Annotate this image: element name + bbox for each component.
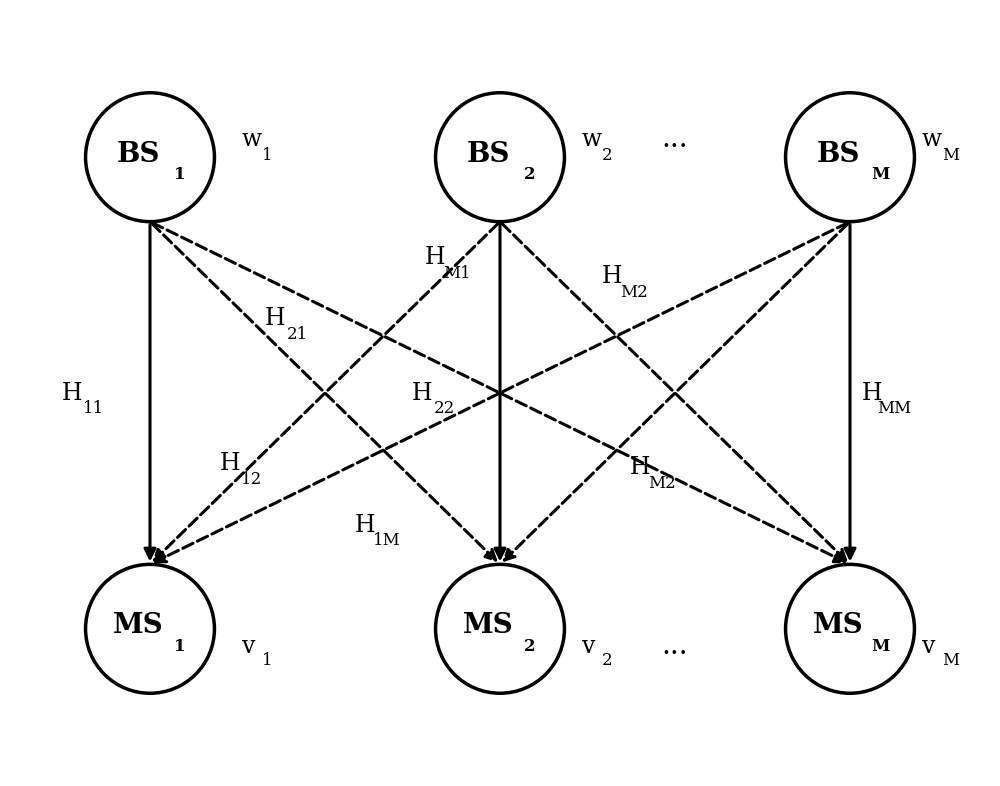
Text: 1M: 1M <box>373 532 401 549</box>
Text: H: H <box>862 381 882 405</box>
Text: 2: 2 <box>524 166 536 183</box>
Text: ...: ... <box>662 633 688 659</box>
Text: BS: BS <box>116 141 160 167</box>
Text: w: w <box>242 128 262 152</box>
Text: 1: 1 <box>262 652 273 669</box>
Text: ...: ... <box>662 127 688 153</box>
Text: H: H <box>630 456 650 479</box>
Text: M: M <box>871 166 889 183</box>
Text: M1: M1 <box>443 265 471 282</box>
Text: v: v <box>922 634 936 658</box>
Text: 11: 11 <box>83 400 105 417</box>
Ellipse shape <box>86 93 214 222</box>
Text: 2: 2 <box>602 147 613 164</box>
Ellipse shape <box>786 93 914 222</box>
Text: w: w <box>582 128 602 152</box>
Ellipse shape <box>436 93 564 222</box>
Text: M: M <box>942 147 959 164</box>
Text: MS: MS <box>113 612 163 639</box>
Text: M2: M2 <box>648 475 676 492</box>
Text: BS: BS <box>466 141 510 167</box>
Text: M: M <box>871 637 889 655</box>
Text: BS: BS <box>816 141 860 167</box>
Text: M: M <box>942 652 959 669</box>
Text: MM: MM <box>877 400 911 417</box>
Text: H: H <box>602 265 622 288</box>
Ellipse shape <box>436 564 564 693</box>
Ellipse shape <box>86 564 214 693</box>
Text: MS: MS <box>813 612 863 639</box>
Text: v: v <box>242 634 256 658</box>
Text: H: H <box>265 307 285 330</box>
Text: 1: 1 <box>262 147 273 164</box>
Text: 2: 2 <box>602 652 613 669</box>
Ellipse shape <box>786 564 914 693</box>
Text: H: H <box>220 452 240 476</box>
Text: 1: 1 <box>174 166 186 183</box>
Text: H: H <box>62 381 82 405</box>
Text: 2: 2 <box>524 637 536 655</box>
Text: v: v <box>582 634 596 658</box>
Text: 12: 12 <box>241 471 263 488</box>
Text: H: H <box>355 513 375 537</box>
Text: M2: M2 <box>620 284 648 301</box>
Text: 22: 22 <box>433 400 455 417</box>
Text: 1: 1 <box>174 637 186 655</box>
Text: MS: MS <box>463 612 513 639</box>
Text: w: w <box>922 128 942 152</box>
Text: H: H <box>412 381 432 405</box>
Text: 21: 21 <box>286 325 308 343</box>
Text: H: H <box>425 246 445 270</box>
